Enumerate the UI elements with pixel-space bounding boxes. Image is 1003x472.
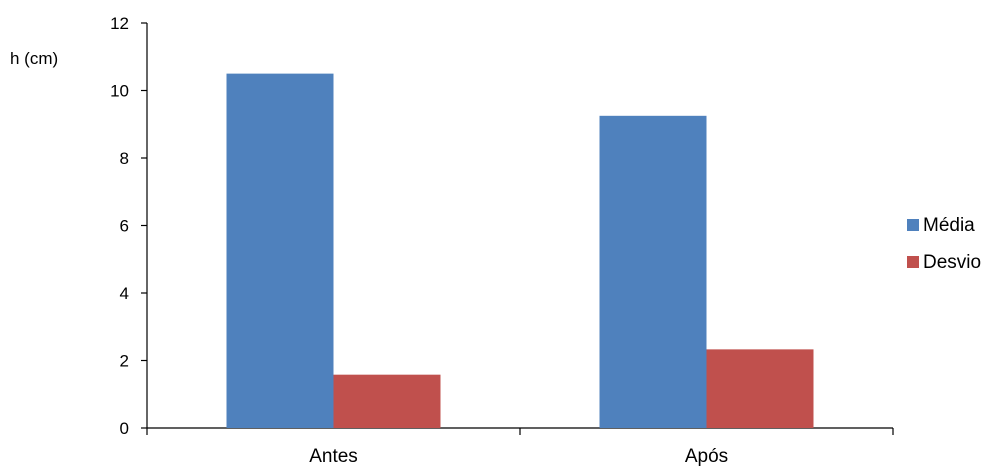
legend-label: Desvio (923, 252, 981, 273)
y-tick-label: 0 (120, 419, 129, 438)
bar-média-após (599, 115, 707, 428)
y-axis-label: h (cm) (10, 49, 58, 68)
legend-swatch (907, 219, 919, 231)
bar-desvio-antes (333, 374, 441, 428)
bar-desvio-após (706, 349, 814, 428)
y-tick-label: 2 (120, 352, 129, 371)
legend-swatch (907, 256, 919, 268)
y-tick-label: 4 (120, 284, 129, 303)
y-tick-label: 12 (110, 14, 129, 33)
y-tick-label: 8 (120, 149, 129, 168)
bar-média-antes (226, 73, 334, 428)
x-category-label: Antes (309, 446, 358, 467)
legend: Média Desvio (907, 215, 981, 273)
legend-label: Média (923, 215, 975, 236)
bars (226, 73, 814, 428)
y-tick-label: 10 (110, 82, 129, 101)
y-tick-label: 6 (120, 217, 129, 236)
axes: 0 2 4 6 8 10 12 Antes Após (110, 14, 894, 467)
x-category-label: Após (685, 446, 728, 467)
